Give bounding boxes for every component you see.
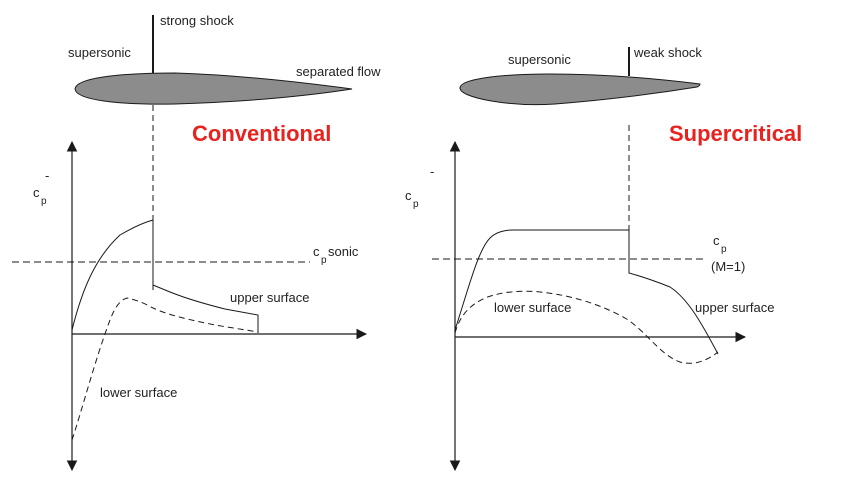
supercritical-cp-axis-subscript: p: [413, 199, 419, 210]
conventional-separated-label: separated flow: [296, 64, 381, 79]
supercritical-lower-surface-curve: [454, 290, 719, 364]
supercritical-title: Supercritical: [669, 121, 802, 146]
supercritical-minus-sign: -: [430, 164, 434, 179]
conventional-cp-axis-subscript: p: [41, 196, 47, 207]
supercritical-upper-surface-curve: [454, 229, 719, 355]
conventional-upper-surface-curve: [71, 219, 259, 333]
supercritical-airfoil: [459, 73, 701, 106]
supercritical-panel: weak shock supersonic Supercritical - c …: [405, 45, 802, 472]
conventional-panel: strong shock supersonic separated flow C…: [12, 13, 381, 472]
conventional-sonic-label: c: [313, 244, 320, 259]
conventional-supersonic-label: supersonic: [68, 45, 131, 60]
conventional-lower-surface-curve: [71, 297, 259, 441]
supercritical-cp-axis-label: c: [405, 188, 412, 203]
supercritical-sonic-mach-label: (M=1): [711, 259, 745, 274]
supercritical-shock-label: weak shock: [633, 45, 702, 60]
conventional-cp-axis-label: c: [33, 185, 40, 200]
supercritical-supersonic-label: supersonic: [508, 52, 571, 67]
supercritical-sonic-subscript: p: [721, 244, 727, 255]
supercritical-lower-surface-label: lower surface: [494, 300, 571, 315]
conventional-sonic-subscript: p: [321, 255, 327, 266]
conventional-minus-sign: -: [45, 168, 49, 183]
conventional-upper-surface-label: upper surface: [230, 290, 310, 305]
conventional-airfoil: [74, 72, 353, 105]
conventional-title: Conventional: [192, 121, 331, 146]
conventional-shock-label: strong shock: [160, 13, 234, 28]
supercritical-upper-surface-label: upper surface: [695, 300, 775, 315]
conventional-sonic-suffix: sonic: [328, 244, 359, 259]
supercritical-sonic-label: c: [713, 233, 720, 248]
conventional-lower-surface-label: lower surface: [100, 385, 177, 400]
